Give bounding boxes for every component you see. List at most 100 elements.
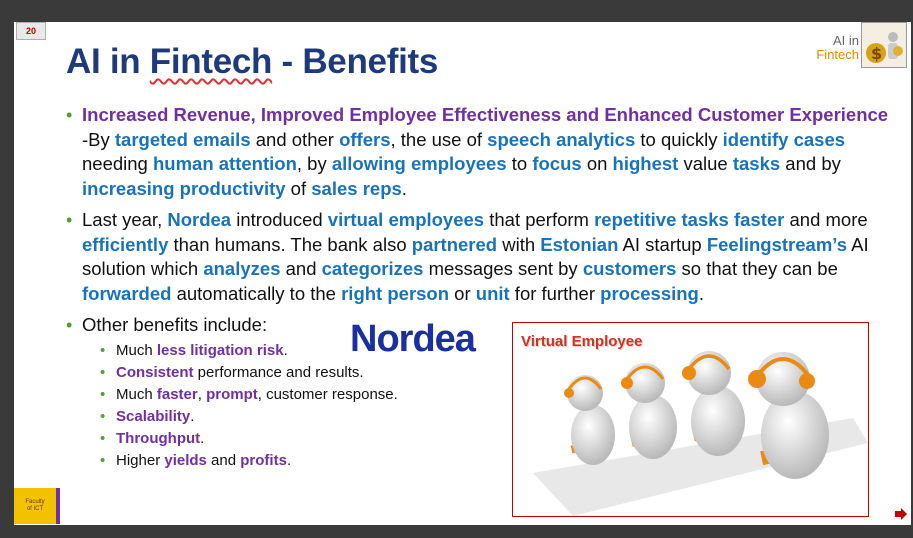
bullet2-hl: partnered	[411, 233, 498, 255]
content-area: Increased Revenue, Improved Employee Eff…	[66, 103, 896, 479]
title-prefix: AI in	[66, 42, 150, 81]
bullet2-text: automatically to the	[171, 282, 342, 304]
bullet-other-benefits: Other benefits include: Much less litiga…	[66, 313, 896, 472]
bullet2-hl: Nordea	[167, 209, 232, 230]
bullet2-text: Last year,	[82, 209, 168, 230]
sub-text: Higher	[116, 451, 165, 469]
sub-bullet-yields: Higher yields and profits.	[100, 450, 896, 472]
virtual-employee-label: Virtual Employee	[521, 333, 643, 350]
bullet1-text: on	[581, 153, 613, 174]
bullet1-hl: focus	[532, 153, 582, 174]
sub-hl: profits	[240, 451, 287, 469]
fintech-logo-text: AI in Fintech	[816, 34, 859, 62]
bullet2-hl: analyzes	[203, 258, 281, 279]
bullet2-text: so that they can be	[676, 258, 838, 279]
bullet2-text: and more	[784, 209, 868, 230]
bullet2-hl: categorizes	[321, 258, 424, 279]
bullet1-text: to	[506, 153, 533, 174]
fintech-logo-line2: Fintech	[816, 47, 859, 62]
sub-hl: Consistent	[116, 363, 194, 381]
bullet1-text: -By	[82, 128, 115, 150]
bullet-nordea: Last year, Nordea introduced virtual emp…	[66, 208, 896, 306]
sub-bullet-scalability: Scalability.	[100, 406, 896, 428]
bullet1-text: and other	[250, 128, 340, 150]
bullet1-hl: tasks	[732, 153, 781, 174]
bullet1-hl: identify cases	[722, 128, 846, 150]
sub-text: .	[200, 429, 205, 447]
bullet1-text: , the use of	[390, 128, 488, 150]
bullet-list: Increased Revenue, Improved Employee Eff…	[66, 103, 896, 472]
fintech-logo-icon: $	[861, 22, 907, 68]
page-number: 20	[16, 22, 46, 40]
bullet1-text: needing	[82, 153, 153, 174]
sub-hl: Scalability	[116, 407, 191, 425]
faculty-ict-logo: Faculty of ICT	[14, 488, 60, 524]
bullet2-hl: virtual employees	[327, 209, 485, 230]
page-title: AI in Fintech - Benefits	[66, 42, 438, 82]
sub-hl: yields	[164, 451, 207, 469]
bullet2-text: for further	[509, 282, 601, 304]
bullet2-text: AI startup	[618, 233, 707, 255]
bullet2-hl: Estonian	[540, 233, 619, 255]
bullet1-text: to quickly	[635, 128, 723, 150]
bullet2-hl: Feelingstream’s	[706, 233, 848, 255]
virtual-employee-image: Virtual Employee	[512, 322, 869, 517]
ict-logo-line1: Faculty	[25, 499, 45, 505]
sub-text: .	[283, 341, 288, 359]
bullet1-heading: Increased Revenue, Improved Employee Eff…	[82, 104, 889, 125]
bullet1-hl: sales reps	[311, 177, 402, 199]
bullet1-hl: allowing employees	[331, 153, 507, 174]
sub-hl: prompt	[206, 385, 258, 403]
sub-bullet-throughput: Throughput.	[100, 428, 896, 450]
sub-text: Much	[116, 341, 157, 359]
bullet1-text: of	[285, 177, 312, 199]
bullet2-text: messages sent by	[423, 258, 583, 279]
bullet3-text: Other benefits include:	[82, 314, 268, 335]
sub-text: , customer response.	[257, 385, 398, 403]
sub-hl: faster	[156, 385, 198, 403]
bullet1-hl: human attention	[152, 153, 297, 174]
bullet2-text: .	[698, 282, 704, 304]
bullet2-hl: processing	[600, 282, 699, 304]
headset-figure-icon	[533, 351, 868, 516]
bullet2-hl: unit	[475, 282, 510, 304]
nordea-logo: Nordea	[350, 318, 476, 360]
bullet-revenue: Increased Revenue, Improved Employee Eff…	[66, 103, 896, 201]
fintech-logo-line1: AI in	[832, 33, 859, 48]
bullet2-text: and	[280, 258, 322, 279]
sub-hl: less litigation risk	[156, 341, 284, 359]
sub-hl: Throughput	[116, 429, 201, 447]
fintech-logo: AI in Fintech $	[791, 22, 909, 70]
title-suffix: - Benefits	[272, 42, 439, 81]
bullet1-hl: highest	[612, 153, 679, 174]
bullet1-text: , by	[296, 153, 332, 174]
bullet2-text: or	[449, 282, 476, 304]
sub-bullet-list: Much less litigation risk. Consistent pe…	[82, 340, 896, 472]
bullet1-hl: targeted emails	[114, 128, 251, 150]
sub-text: .	[286, 451, 292, 469]
bullet2-hl: forwarded	[82, 282, 172, 304]
bullet2-hl: right person	[341, 282, 450, 304]
bullet1-text: .	[401, 177, 407, 199]
sub-bullet-faster: Much faster, prompt, customer response.	[100, 384, 896, 406]
sub-bullet-litigation: Much less litigation risk.	[100, 340, 896, 362]
next-slide-arrow-icon[interactable]	[895, 508, 907, 520]
slide: 20 AI in Fintech - Benefits AI in Fintec…	[14, 22, 911, 525]
sub-text: Much	[116, 385, 157, 403]
bullet2-text: AI solution which	[82, 233, 869, 280]
bullet1-text: value	[678, 153, 733, 174]
bullet1-hl: increasing productivity	[82, 177, 286, 199]
sub-text: performance and results.	[193, 363, 364, 381]
bullet2-text: than humans. The bank also	[168, 233, 412, 255]
bullet1-text: and by	[780, 153, 841, 174]
bullet2-hl: customers	[582, 258, 677, 279]
sub-text: and	[206, 451, 241, 469]
title-fintech: Fintech	[149, 42, 273, 81]
bullet1-hl: speech analytics	[487, 128, 636, 150]
sub-bullet-consistent: Consistent performance and results.	[100, 362, 896, 384]
ict-logo-line2: of ICT	[26, 506, 44, 512]
bullet2-hl: efficiently	[82, 233, 169, 255]
bullet2-text: introduced	[231, 209, 328, 230]
bullet1-hl: offers	[339, 128, 391, 150]
svg-text:$: $	[871, 44, 882, 63]
